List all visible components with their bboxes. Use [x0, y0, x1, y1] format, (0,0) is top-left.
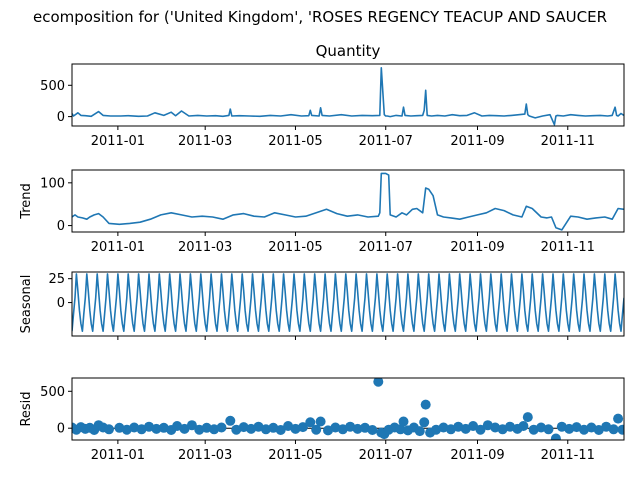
panel-title: Quantity [316, 42, 381, 60]
resid-point [297, 422, 308, 433]
series-line [72, 172, 624, 231]
resid-point [475, 424, 486, 435]
resid-point [543, 424, 554, 435]
y-tick-label: 0 [57, 296, 65, 311]
panel-1: Quantity 0 500 2011-01 2011-03 2011-05 2011-07… [40, 42, 625, 149]
x-tick-label: 2011-03 [178, 240, 232, 255]
resid-point [367, 425, 378, 435]
axes-frame [71, 377, 625, 441]
y-tick-label: 500 [40, 385, 65, 400]
resid-point [104, 424, 114, 435]
panel-4: Resid 0 500 2011-01 2011-03 2011-05 2011-07 201… [19, 377, 625, 463]
x-tick-label: 2011-01 [91, 240, 145, 255]
x-tick-label: 2011-11 [541, 448, 595, 463]
x-tick-label: 2011-09 [450, 448, 504, 463]
resid-point [414, 426, 425, 437]
x-tick-label: 2011-05 [268, 134, 322, 149]
resid-point [260, 424, 271, 435]
series-line [72, 273, 624, 333]
resid-point [305, 417, 316, 428]
x-tick-label: 2011-05 [268, 240, 322, 255]
x-tick-label: 2011-07 [359, 134, 413, 149]
resid-point [518, 421, 529, 431]
y-axis-label: Trend [19, 183, 34, 220]
resid-point [275, 425, 286, 435]
resid-point [186, 420, 197, 431]
y-axis-label: Resid [19, 391, 34, 426]
axes-frame [71, 271, 625, 337]
resid-point [225, 415, 236, 426]
axes-frame [71, 169, 625, 233]
x-tick-label: 2011-11 [541, 240, 595, 255]
y-tick-label: 25 [48, 272, 65, 287]
x-tick-label: 2011-09 [450, 134, 504, 149]
resid-point [352, 423, 363, 434]
resid-point [151, 423, 162, 434]
resid-point [395, 424, 406, 435]
plot-area [72, 273, 624, 333]
y-tick-label: 0 [57, 422, 65, 437]
resid-point [216, 422, 227, 433]
resid-point [373, 378, 384, 387]
x-tick-label: 2011-05 [268, 448, 322, 463]
resid-point [179, 423, 190, 434]
x-tick-label: 2011-03 [178, 448, 232, 463]
y-tick-label: 0 [57, 219, 65, 234]
panel-2: Trend 0 100 2011-01 2011-03 2011-05 2011-07 201… [19, 169, 625, 255]
resid-point [608, 424, 619, 435]
y-axis-label: Seasonal [19, 275, 34, 334]
series-line [72, 67, 624, 126]
x-tick-label: 2011-07 [359, 448, 413, 463]
x-tick-label: 2011-01 [91, 134, 145, 149]
resid-point [420, 399, 431, 410]
x-tick-label: 2011-11 [541, 134, 595, 149]
resid-point [201, 422, 212, 433]
resid-point [617, 424, 624, 435]
x-tick-label: 2011-03 [178, 134, 232, 149]
plot-area [72, 172, 624, 231]
x-tick-label: 2011-01 [91, 448, 145, 463]
axes-frame [71, 63, 625, 127]
resid-point [468, 421, 479, 431]
figure-suptitle: ecomposition for ('United Kingdom', 'ROS… [33, 8, 607, 26]
resid-point [315, 416, 326, 427]
y-tick-label: 500 [40, 79, 65, 94]
plot-area [72, 378, 624, 440]
panel-3: Seasonal 0 25 [19, 271, 625, 340]
panels-group: Quantity 0 500 2011-01 2011-03 2011-05 2011-07… [19, 42, 625, 463]
resid-point [522, 412, 533, 423]
resid-point [550, 433, 561, 440]
y-tick-label: 0 [57, 110, 65, 125]
x-tick-label: 2011-09 [450, 240, 504, 255]
resid-point [613, 413, 624, 424]
resid-point [311, 424, 322, 435]
resid-point [419, 417, 430, 428]
resid-point [398, 416, 409, 427]
y-tick-label: 100 [40, 176, 65, 191]
x-tick-label: 2011-07 [359, 240, 413, 255]
plot-area [72, 67, 624, 126]
